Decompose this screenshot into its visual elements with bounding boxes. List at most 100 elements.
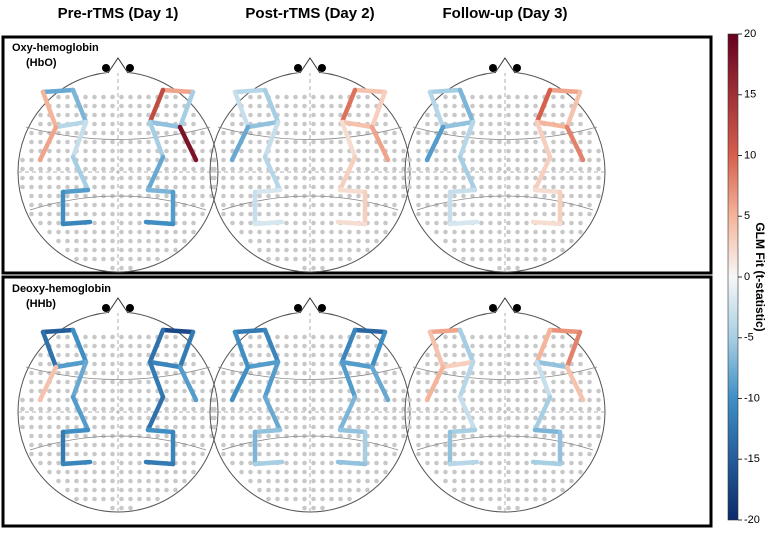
optode-dot <box>497 343 502 349</box>
channel <box>564 124 586 163</box>
optode-dot <box>374 388 379 394</box>
optode-dot <box>119 370 124 376</box>
optode-dot <box>137 415 142 421</box>
optode-dot <box>374 415 379 421</box>
optode-dot <box>65 469 70 475</box>
optode-dot <box>425 166 430 172</box>
optode-dot <box>479 496 484 502</box>
optode-dot <box>182 478 187 484</box>
optode-dot <box>578 451 583 457</box>
optode-dot <box>110 211 115 217</box>
optode-dot <box>497 451 502 457</box>
optode-dot <box>443 193 448 199</box>
optode-dot <box>461 229 466 235</box>
optode-dot <box>191 370 196 376</box>
optode-dot <box>275 343 280 349</box>
optode-dot <box>302 139 307 145</box>
optode-dot <box>146 103 151 109</box>
optode-dot <box>248 94 253 100</box>
optode-dot <box>230 211 235 217</box>
optode-dot <box>401 148 406 154</box>
optode-dot <box>164 406 169 412</box>
optode-dot <box>119 334 124 340</box>
optode-dot <box>560 103 565 109</box>
optode-dot <box>293 238 298 244</box>
optode-dot <box>65 406 70 412</box>
optode-dot <box>191 406 196 412</box>
optode-dot <box>533 397 538 403</box>
optode-dot <box>155 184 160 190</box>
channel <box>145 154 166 193</box>
optode-dot <box>119 496 124 502</box>
optode-dot <box>560 175 565 181</box>
optode-dot <box>110 148 115 154</box>
optode-dot <box>470 94 475 100</box>
optode-dot <box>551 157 556 163</box>
optode-dot <box>356 148 361 154</box>
optode-dot <box>65 379 70 385</box>
optode-dot <box>488 388 493 394</box>
optode-dot <box>146 415 151 421</box>
optode-dot <box>92 157 97 163</box>
optode-dot <box>164 175 169 181</box>
optode-dot <box>302 211 307 217</box>
optode-dot <box>338 112 343 118</box>
optode-dot <box>74 184 79 190</box>
optode-dot <box>164 130 169 136</box>
optode-dot <box>506 166 511 172</box>
optode-dot <box>488 229 493 235</box>
channel <box>147 87 166 125</box>
optode-dot <box>266 487 271 493</box>
channel <box>532 427 563 435</box>
optode-dot <box>452 175 457 181</box>
optode-dot <box>488 397 493 403</box>
optode-dot <box>284 478 289 484</box>
optode-dot <box>515 397 520 403</box>
optode-dot <box>347 229 352 235</box>
optode-dot <box>569 211 574 217</box>
optode-dot <box>578 424 583 430</box>
optode-dot <box>47 361 52 367</box>
optode-dot <box>128 211 133 217</box>
optode-dot <box>470 238 475 244</box>
optode-dot <box>302 487 307 493</box>
optode-dot <box>200 211 205 217</box>
optode-dot <box>383 139 388 145</box>
contour <box>25 366 211 380</box>
optode-dot <box>65 112 70 118</box>
optode-dot <box>110 256 115 262</box>
optode-dot <box>56 139 61 145</box>
optode-dot <box>470 229 475 235</box>
optode-dot <box>533 139 538 145</box>
optode-dot <box>443 352 448 358</box>
optode-dot <box>128 487 133 493</box>
optode-dot <box>119 265 124 271</box>
optode-dot <box>488 478 493 484</box>
optode-dot <box>74 247 79 253</box>
optode-dot <box>284 460 289 466</box>
optode-dot <box>239 451 244 457</box>
optode-dot <box>560 148 565 154</box>
optode-dot <box>320 379 325 385</box>
optode-dot <box>128 469 133 475</box>
optode-dot <box>338 247 343 253</box>
optode-dot <box>110 112 115 118</box>
optode-dot <box>284 94 289 100</box>
optode-dot <box>587 397 592 403</box>
nose <box>107 57 129 74</box>
optode-dot <box>128 121 133 127</box>
optode-dot <box>173 94 178 100</box>
optode-dot <box>365 139 370 145</box>
optode-dot <box>155 424 160 430</box>
optode-dot <box>302 460 307 466</box>
optode-dot <box>56 478 61 484</box>
optode-dot <box>515 202 520 208</box>
optode-dot <box>266 496 271 502</box>
optode-dot <box>266 256 271 262</box>
optode-dot <box>128 496 133 502</box>
optode-dot <box>329 202 334 208</box>
optode-dot <box>425 112 430 118</box>
optode-dot <box>128 202 133 208</box>
optode-dot <box>173 184 178 190</box>
optode-dot <box>320 94 325 100</box>
